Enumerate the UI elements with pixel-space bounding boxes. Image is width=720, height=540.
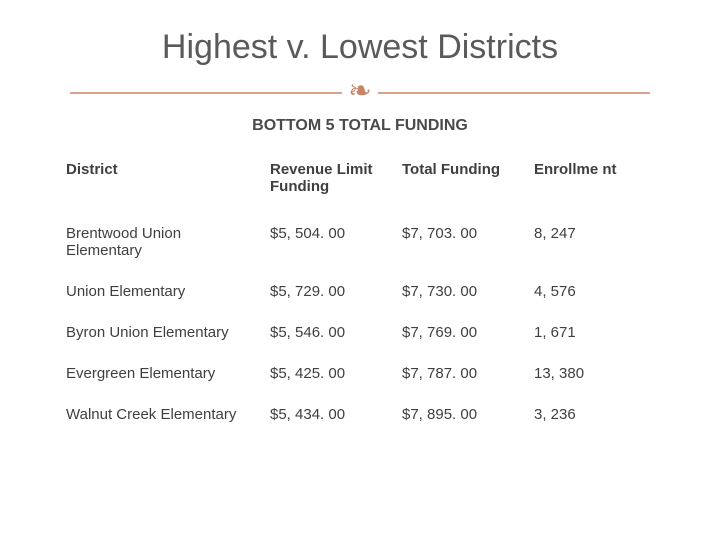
divider-rule-right: [378, 92, 650, 94]
cell-district: Brentwood Union Elementary: [60, 213, 264, 271]
table-row: Union Elementary $5, 729. 00 $7, 730. 00…: [60, 271, 660, 312]
table-row: Brentwood Union Elementary $5, 504. 00 $…: [60, 213, 660, 271]
cell-total: $7, 730. 00: [396, 271, 528, 312]
divider: ❧: [70, 79, 650, 107]
cell-revenue: $5, 504. 00: [264, 213, 396, 271]
divider-rule-left: [70, 92, 342, 94]
cell-total: $7, 769. 00: [396, 312, 528, 353]
table-body: Brentwood Union Elementary $5, 504. 00 $…: [60, 213, 660, 435]
flourish-icon: ❧: [342, 77, 377, 105]
cell-total: $7, 895. 00: [396, 394, 528, 435]
cell-revenue: $5, 434. 00: [264, 394, 396, 435]
cell-enroll: 3, 236: [528, 394, 660, 435]
cell-revenue: $5, 729. 00: [264, 271, 396, 312]
cell-total: $7, 703. 00: [396, 213, 528, 271]
funding-table: District Revenue Limit Funding Total Fun…: [60, 153, 660, 435]
col-header-enroll: Enrollme nt: [528, 153, 660, 213]
table-header-row: District Revenue Limit Funding Total Fun…: [60, 153, 660, 213]
cell-revenue: $5, 425. 00: [264, 353, 396, 394]
cell-district: Walnut Creek Elementary: [60, 394, 264, 435]
cell-enroll: 8, 247: [528, 213, 660, 271]
cell-enroll: 13, 380: [528, 353, 660, 394]
table-row: Evergreen Elementary $5, 425. 00 $7, 787…: [60, 353, 660, 394]
cell-district: Byron Union Elementary: [60, 312, 264, 353]
col-header-district: District: [60, 153, 264, 213]
cell-revenue: $5, 546. 00: [264, 312, 396, 353]
table-row: Walnut Creek Elementary $5, 434. 00 $7, …: [60, 394, 660, 435]
slide-title: Highest v. Lowest Districts: [60, 28, 660, 67]
col-header-total: Total Funding: [396, 153, 528, 213]
cell-enroll: 1, 671: [528, 312, 660, 353]
table-row: Byron Union Elementary $5, 546. 00 $7, 7…: [60, 312, 660, 353]
cell-district: Evergreen Elementary: [60, 353, 264, 394]
slide-subtitle: BOTTOM 5 TOTAL FUNDING: [60, 117, 660, 135]
cell-total: $7, 787. 00: [396, 353, 528, 394]
cell-enroll: 4, 576: [528, 271, 660, 312]
cell-district: Union Elementary: [60, 271, 264, 312]
col-header-revenue: Revenue Limit Funding: [264, 153, 396, 213]
